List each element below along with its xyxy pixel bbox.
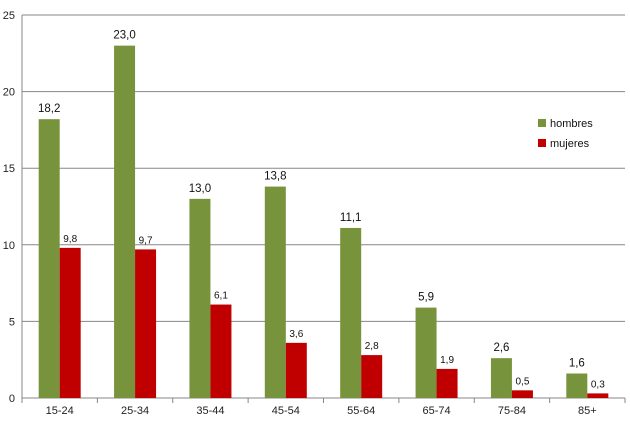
y-tick-label: 15 — [3, 163, 15, 175]
x-tick-label: 45-54 — [272, 405, 300, 417]
bar-mujeres-55-64 — [361, 355, 383, 398]
bar-mujeres-15-24 — [59, 247, 81, 398]
data-label-mujeres-55-64: 2,8 — [365, 341, 379, 352]
bar-hombres-85+ — [566, 373, 588, 398]
bar-mujeres-45-54 — [285, 342, 307, 398]
bar-mujeres-85+ — [587, 393, 609, 398]
axes: 0 5 10 15 20 25 15-24 25-34 35-44 45-54 55-64 65-74… — [3, 10, 626, 417]
data-label-hombres-85+: 1,6 — [569, 357, 585, 369]
bars — [38, 45, 609, 399]
x-tick-label: 35-44 — [196, 405, 224, 417]
bar-hombres-75-84 — [490, 358, 512, 398]
y-tick-label: 0 — [9, 393, 15, 405]
bar-mujeres-75-84 — [511, 390, 533, 398]
y-tick-label: 20 — [3, 87, 15, 99]
data-labels: 18,2 9,8 23,0 9,7 13,0 6,1 13,8 3,6 11,1 2,8 5,9 1,… — [38, 30, 605, 391]
bar-hombres-35-44 — [189, 198, 211, 398]
legend-swatch-mujeres — [538, 139, 546, 147]
data-label-mujeres-35-44: 6,1 — [214, 291, 228, 302]
data-label-hombres-15-24: 18,2 — [38, 103, 60, 115]
bar-mujeres-25-34 — [135, 249, 157, 398]
gridlines — [22, 14, 625, 322]
data-label-mujeres-85+: 0,3 — [591, 379, 605, 390]
legend-swatch-hombres — [538, 119, 546, 127]
x-tick-label: 85+ — [578, 405, 597, 417]
legend-label-mujeres: mujeres — [550, 138, 590, 150]
y-tick-label: 10 — [3, 240, 15, 252]
x-tick-label: 25-34 — [121, 405, 149, 417]
legend-label-hombres: hombres — [550, 118, 593, 130]
bar-hombres-45-54 — [264, 186, 286, 398]
x-tick-label: 55-64 — [347, 405, 375, 417]
bar-hombres-25-34 — [114, 45, 136, 398]
bar-hombres-65-74 — [415, 307, 437, 398]
data-label-hombres-55-64: 11,1 — [340, 212, 362, 224]
x-tick-label: 75-84 — [498, 405, 526, 417]
x-tick-label: 65-74 — [422, 405, 450, 417]
y-tick-label: 5 — [9, 316, 15, 328]
legend: hombres mujeres — [538, 118, 593, 150]
data-label-hombres-45-54: 13,8 — [264, 171, 286, 183]
data-label-hombres-25-34: 23,0 — [113, 30, 135, 42]
data-label-hombres-65-74: 5,9 — [418, 292, 434, 304]
bar-mujeres-65-74 — [436, 368, 458, 398]
data-label-mujeres-75-84: 0,5 — [515, 376, 529, 387]
bar-hombres-15-24 — [38, 119, 60, 399]
data-label-mujeres-25-34: 9,7 — [139, 235, 153, 246]
data-label-mujeres-65-74: 1,9 — [440, 355, 454, 366]
data-label-hombres-75-84: 2,6 — [493, 342, 509, 354]
x-tick-label: 15-24 — [46, 405, 74, 417]
bar-mujeres-35-44 — [210, 304, 232, 398]
data-label-mujeres-45-54: 3,6 — [289, 329, 303, 340]
y-tick-label: 25 — [3, 10, 15, 22]
bar-hombres-55-64 — [340, 227, 362, 398]
data-label-hombres-35-44: 13,0 — [189, 183, 211, 195]
data-label-mujeres-15-24: 9,8 — [63, 234, 77, 245]
